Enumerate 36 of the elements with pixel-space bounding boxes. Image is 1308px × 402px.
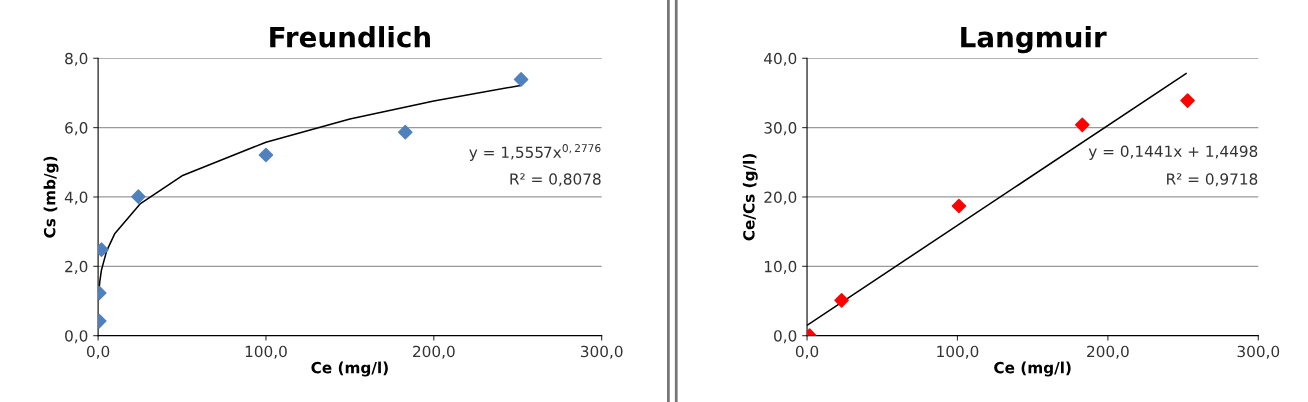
x-tick-label: 200,0 <box>413 345 455 359</box>
y-tick-label: 40,0 <box>764 52 797 66</box>
annotation: R² = 0,9718 <box>1167 173 1258 187</box>
point <box>131 189 146 204</box>
y-tick-label: 30,0 <box>764 122 797 136</box>
x-tick-label: 0,0 <box>86 345 110 359</box>
point <box>1180 93 1195 108</box>
y-axis-title: Cs (mb/g) <box>43 156 59 238</box>
point <box>1075 117 1090 133</box>
annotation: R² = 0,8078 <box>510 173 601 187</box>
x-axis-title: Ce (mg/l) <box>994 361 1071 377</box>
x-tick-label: 300,0 <box>1237 345 1280 359</box>
x-tick-label: 200,0 <box>1087 345 1129 359</box>
point <box>834 293 849 308</box>
y-tick-label: 8,0 <box>65 52 88 66</box>
point <box>513 72 529 87</box>
point <box>258 147 274 163</box>
y-tick-label: 4,0 <box>64 191 88 205</box>
y-tick-label: 20,0 <box>764 191 797 205</box>
annotation: y = 0,1441x + 1,4498 <box>1088 145 1258 160</box>
point <box>398 124 413 140</box>
y-axis-title: Ce/Cs (g/l) <box>742 154 758 241</box>
x-tick-label: 0,0 <box>795 345 819 359</box>
x-tick-label: 100,0 <box>245 345 287 359</box>
x-axis-title: Ce (mg/l) <box>311 361 388 377</box>
y-tick-label: 6,0 <box>65 122 88 136</box>
x-tick-label: 300,0 <box>580 345 623 359</box>
y-tick-label: 2,0 <box>65 260 88 274</box>
x-tick-label: 100,0 <box>937 345 979 359</box>
y-tick-label: 0,0 <box>774 330 797 344</box>
point <box>951 198 967 214</box>
y-tick-label: 0,0 <box>65 330 88 344</box>
y-tick-label: 10,0 <box>764 260 797 274</box>
chart-title: Langmuir <box>961 26 1107 54</box>
annotation: y = 1,5557x$^{0,2776}$ <box>469 144 601 162</box>
chart-title: Freundlich <box>270 26 430 48</box>
